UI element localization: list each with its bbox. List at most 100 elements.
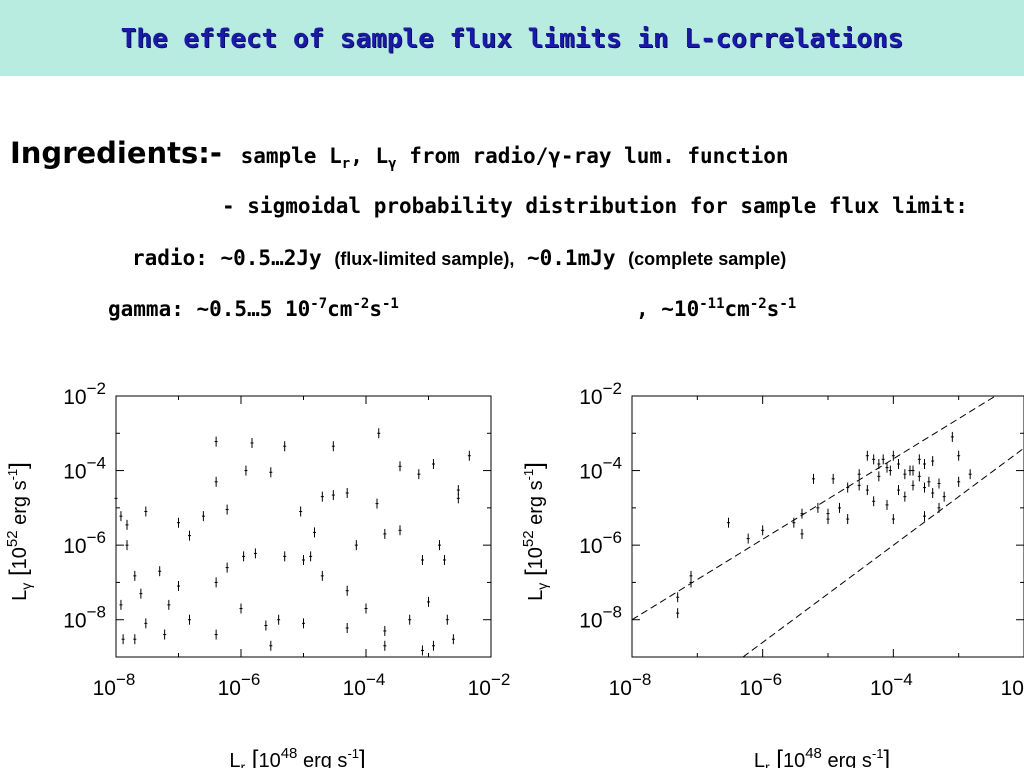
data-point [438,540,442,551]
data-point [177,581,180,592]
data-point [865,485,869,496]
data-point [451,634,455,645]
data-point [201,511,205,522]
complete-note: (complete sample) [628,249,787,269]
data-point [676,608,680,619]
ingredients-line-4-complete: , ~10-11cm-2s-1 [636,296,796,321]
data-point [911,465,915,476]
data-point [214,436,218,447]
data-point [320,491,324,502]
data-point [800,508,804,519]
data-point [816,502,820,513]
data-point [838,502,842,513]
limit-dashed-line [742,447,1024,657]
data-point [383,528,387,539]
unit-s: s [369,297,382,321]
data-point [277,614,281,625]
x-tick-label: 10−8 [93,670,136,700]
exponent: -2 [352,296,370,312]
data-point [188,614,192,625]
unit-cm: cm [327,297,353,321]
y-tick-label: 10−6 [579,528,622,558]
data-point [244,465,248,476]
data-point [375,498,379,509]
data-point [872,454,876,465]
data-point [345,622,349,633]
ingredients-line-4: gamma: ~0.5…5 10-7cm-2s-1 [108,296,399,321]
data-point [931,488,935,499]
data-point [167,599,171,610]
data-point [398,461,402,472]
data-point [881,454,885,465]
data-point [456,493,460,504]
data-point [957,476,961,487]
flux-limited-note: (flux-limited sample), [334,249,515,269]
data-point [420,554,424,565]
data-point [125,540,129,551]
data-point [119,511,123,522]
data-point [158,566,162,577]
y-tick-label: 10−2 [63,379,106,409]
data-point [269,640,273,651]
data-point [442,554,446,565]
data-point [957,450,961,461]
data-point [923,511,927,522]
plot-frame [631,395,1024,658]
x-tick-label: 10−4 [343,670,386,700]
data-point [931,456,935,467]
data-point [364,603,368,614]
radio-range: radio: ~0.5…2Jy [132,246,322,270]
data-point [269,467,273,478]
data-point [746,533,750,544]
data-point [689,570,693,581]
data-point [911,480,915,491]
data-point [445,614,449,625]
data-point [239,603,243,614]
data-point [792,517,796,528]
data-point [950,431,954,442]
data-point [923,482,927,493]
data-point [937,478,941,489]
data-point [125,519,129,530]
data-point [417,469,421,480]
exponent: -1 [779,296,797,312]
data-point [937,502,941,513]
data-point [214,629,218,640]
data-point [383,625,387,636]
data-point [320,570,324,581]
data-point [467,450,471,461]
exponent: -2 [749,296,767,312]
data-point [903,491,907,502]
exponent: -1 [381,296,399,312]
y-tick-label: 10−2 [579,379,622,409]
data-point [420,645,424,656]
data-point [345,585,349,596]
data-point [908,465,912,476]
data-point [761,525,765,536]
ingredients-line-1-lead: sample L [240,144,342,168]
x-tick-label: 10−8 [609,670,652,700]
x-tick-label: 10−2 [1001,670,1024,700]
data-point [857,480,861,491]
slide-title: The effect of sample flux limits in L-co… [120,24,904,54]
subscript-r: r [341,156,351,173]
data-point [250,437,254,448]
data-point [114,493,118,504]
data-point [121,634,125,645]
data-point [242,551,246,562]
data-point [727,517,731,528]
data-point [431,459,435,470]
x-tick-label: 10−4 [870,670,913,700]
ingredients-line-2: - sigmoidal probability distribution for… [222,194,968,218]
data-point [885,462,889,473]
data-point [968,469,972,480]
exponent: -11 [699,296,725,312]
data-point [299,506,303,517]
ingredients-heading: Ingredients:- [10,136,222,170]
title-bar: The effect of sample flux limits in L-co… [0,0,1024,76]
exponent: -7 [310,296,328,312]
data-point [398,525,402,536]
data-point [214,476,218,487]
x-axis-title: Lr [1048 erg s-1] [229,745,365,768]
data-point [877,459,881,470]
